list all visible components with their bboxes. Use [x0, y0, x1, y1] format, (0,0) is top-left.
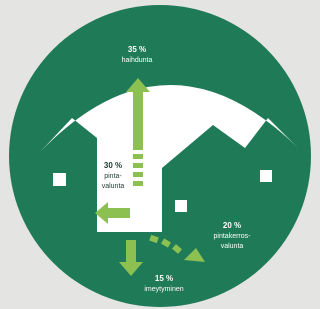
arrow-dash — [133, 154, 143, 159]
arrow-dash — [133, 181, 143, 186]
label-percent: 30 % — [104, 161, 122, 170]
label-percent: 15 % — [155, 274, 173, 283]
label-text: pinta- — [104, 173, 122, 180]
label-text: pintakerros- — [214, 233, 252, 240]
label-text: valunta — [221, 243, 244, 250]
label-text: haihdunta — [122, 57, 153, 64]
arrow-dash — [133, 163, 143, 168]
label-text: imeytyminen — [144, 286, 183, 293]
window — [175, 200, 187, 212]
infographic: 35 % haihdunta 30 % pinta-valunta 20 % pintak… — [0, 0, 318, 309]
label-percent: 20 % — [223, 221, 241, 230]
page: 35 % haihdunta 30 % pinta-valunta 20 % pintak… — [0, 0, 320, 309]
window — [53, 173, 66, 186]
arrow-dash — [133, 172, 143, 177]
label-percent: 35 % — [128, 45, 146, 54]
window — [260, 170, 272, 182]
label-text: valunta — [102, 183, 125, 190]
